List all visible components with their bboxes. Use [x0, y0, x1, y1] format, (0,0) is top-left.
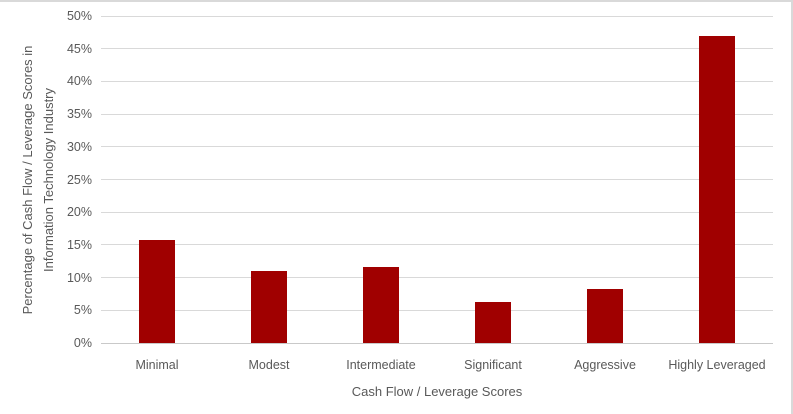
x-category-label-modest: Modest [248, 358, 290, 372]
gridline-10 [101, 277, 773, 279]
y-tick-label-25: 25% [66, 172, 92, 187]
x-axis-title: Cash Flow / Leverage Scores [351, 384, 523, 399]
gridline-20 [101, 211, 773, 213]
x-category-label-aggressive: Aggressive [574, 358, 636, 372]
chart-border-top [0, 0, 793, 2]
gridline-45 [101, 48, 773, 50]
y-tick-label-5: 5% [73, 303, 92, 318]
gridline-5 [101, 309, 773, 311]
gridline-15 [101, 244, 773, 246]
chart-border-right [791, 0, 793, 414]
gridline-50 [101, 15, 773, 17]
y-tick-label-50: 50% [66, 9, 92, 23]
y-tick-label-20: 20% [66, 205, 92, 220]
x-category-label-minimal: Minimal [135, 358, 179, 372]
plot-area [101, 15, 773, 344]
y-tick-label-15: 15% [66, 237, 92, 252]
x-category-label-intermediate: Intermediate [346, 358, 416, 372]
x-category-label-significant: Significant [464, 358, 522, 372]
y-tick-label-0: 0% [73, 336, 92, 350]
bar-highly-leveraged [699, 35, 735, 343]
bar-intermediate [363, 267, 399, 343]
x-category-label-highly-leveraged: Highly Leveraged [668, 358, 766, 372]
y-tick-label-45: 45% [66, 41, 92, 56]
bar-significant [475, 301, 511, 343]
y-tick-label-35: 35% [66, 107, 92, 122]
bar-modest [251, 271, 287, 343]
gridline-30 [101, 146, 773, 148]
gridline-25 [101, 179, 773, 180]
y-tick-label-40: 40% [66, 74, 92, 89]
bar-aggressive [587, 288, 623, 343]
x-axis-line [101, 342, 773, 344]
bar-minimal [139, 240, 175, 343]
y-tick-label-30: 30% [66, 139, 92, 154]
y-tick-label-10: 10% [66, 270, 92, 285]
gridline-35 [101, 113, 773, 115]
gridline-40 [101, 80, 773, 82]
